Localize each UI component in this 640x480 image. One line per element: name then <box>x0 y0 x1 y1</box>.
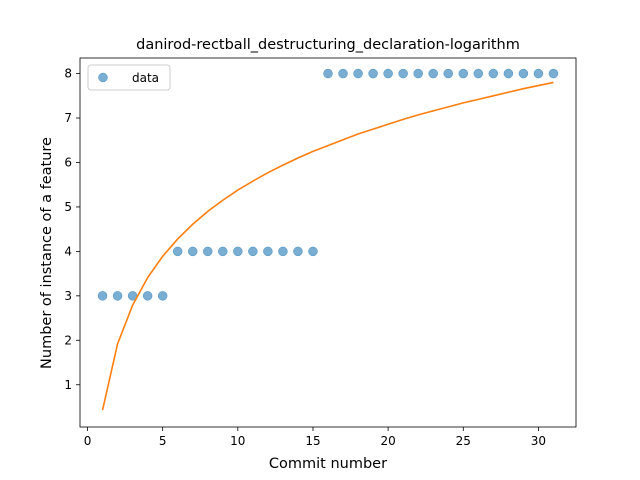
chart-title: danirod-rectball_destructuring_declarati… <box>136 37 520 53</box>
y-tick-label: 6 <box>64 155 72 169</box>
data-point <box>383 68 393 79</box>
y-axis-label: Number of instance of a feature <box>39 137 55 369</box>
data-point <box>97 291 108 301</box>
data-point <box>172 246 183 257</box>
data-point <box>233 246 243 257</box>
y-tick-label: 4 <box>64 244 72 258</box>
y-tick-label: 7 <box>64 111 72 125</box>
data-point <box>353 68 363 79</box>
data-point <box>413 68 423 79</box>
data-point <box>473 68 484 79</box>
x-tick-label: 10 <box>230 434 245 448</box>
x-tick-label: 20 <box>380 434 395 448</box>
y-tick-label: 8 <box>64 67 72 81</box>
fit-line <box>101 81 554 411</box>
data-point <box>278 246 288 257</box>
data-point <box>368 68 378 79</box>
x-axis-label: Commit number <box>269 456 387 472</box>
data-point <box>142 291 153 301</box>
axes-frame <box>79 57 577 428</box>
data-point <box>548 68 559 79</box>
data-point <box>187 246 198 257</box>
data-point <box>488 68 499 79</box>
plot-area: 0 5 10 15 20 25 30 1 2 3 4 5 6 7 8 data <box>64 57 577 448</box>
legend-label: data <box>132 71 159 85</box>
y-tick-label: 1 <box>64 378 72 392</box>
legend-box <box>87 64 171 91</box>
data-point <box>248 246 258 257</box>
y-tick-label: 5 <box>64 200 72 214</box>
data-point <box>308 246 318 257</box>
data-point <box>218 246 228 257</box>
x-tick-label: 0 <box>84 434 92 448</box>
data-point <box>518 68 529 79</box>
y-tick-label: 3 <box>64 289 72 303</box>
y-tick-label: 2 <box>64 333 72 347</box>
data-point <box>503 68 514 79</box>
data-point <box>323 68 333 79</box>
data-point <box>338 68 348 79</box>
data-point <box>443 68 453 79</box>
data-point <box>157 291 168 301</box>
data-point <box>458 68 469 79</box>
data-point <box>293 246 303 257</box>
data-point <box>263 246 273 257</box>
legend-marker <box>98 72 108 83</box>
data-point <box>428 68 438 79</box>
x-tick-label: 5 <box>159 434 167 448</box>
data-point <box>533 68 544 79</box>
data-point <box>398 68 408 79</box>
x-tick-label: 30 <box>531 434 546 448</box>
data-point <box>112 291 123 301</box>
x-tick-label: 25 <box>456 434 471 448</box>
x-tick-label: 15 <box>305 434 320 448</box>
legend: data <box>87 64 171 91</box>
data-point <box>203 246 213 257</box>
